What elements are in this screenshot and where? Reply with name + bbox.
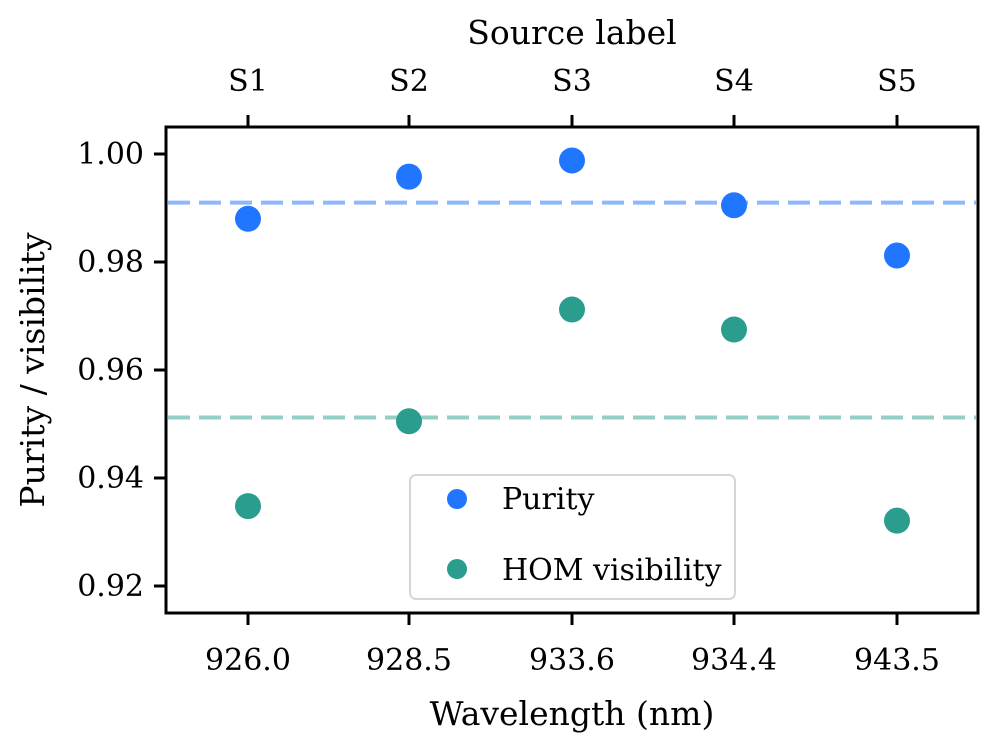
y-tick-label: 1.00	[77, 137, 144, 172]
x-axis-title: Wavelength (nm)	[430, 694, 715, 733]
y-axis: 0.92 0.94 0.96 0.98 1.00	[77, 137, 166, 604]
y-tick-label: 0.96	[77, 353, 144, 388]
x-tick-label: 926.0	[205, 643, 291, 678]
point-purity-s3	[559, 147, 585, 174]
y-tick-label: 0.94	[77, 461, 144, 496]
point-hom-visibility-s4	[721, 316, 747, 343]
legend-label-hom-visibility: HOM visibility	[502, 553, 722, 588]
x-tick-label: 934.4	[691, 643, 777, 678]
y-tick-label: 0.92	[77, 569, 144, 604]
x-tick-label: 943.5	[854, 643, 940, 678]
bottom-x-axis: 926.0 928.5 933.6 934.4 943.5	[205, 613, 940, 678]
top-x-tick-label: S1	[228, 64, 268, 99]
point-purity-s1	[235, 205, 261, 232]
legend-label-purity: Purity	[502, 482, 594, 517]
point-hom-visibility-s3	[559, 296, 585, 323]
top-x-axis: S1 S2 S3 S4 S5	[228, 64, 917, 127]
x-tick-label: 928.5	[366, 643, 452, 678]
point-purity-s2	[396, 163, 422, 190]
legend: Purity HOM visibility	[409, 474, 736, 600]
y-tick-label: 0.98	[77, 245, 144, 280]
top-x-tick-label: S5	[877, 64, 917, 99]
legend-box	[409, 474, 736, 600]
y-axis-title: Purity / visibility	[13, 232, 52, 508]
point-purity-s4	[721, 192, 747, 219]
x-tick-label: 933.6	[529, 643, 615, 678]
point-hom-visibility-s2	[396, 408, 422, 435]
point-purity-s5	[884, 242, 910, 269]
top-x-tick-label: S3	[552, 64, 592, 99]
top-x-tick-label: S2	[389, 64, 429, 99]
mean-lines	[168, 200, 976, 420]
data-points	[235, 147, 910, 534]
point-hom-visibility-s5	[884, 507, 910, 534]
top-axis-title: Source label	[467, 13, 676, 52]
top-x-tick-label: S4	[714, 64, 754, 99]
legend-marker-hom-visibility	[447, 559, 467, 579]
legend-marker-purity	[447, 489, 467, 509]
point-hom-visibility-s1	[235, 493, 261, 520]
